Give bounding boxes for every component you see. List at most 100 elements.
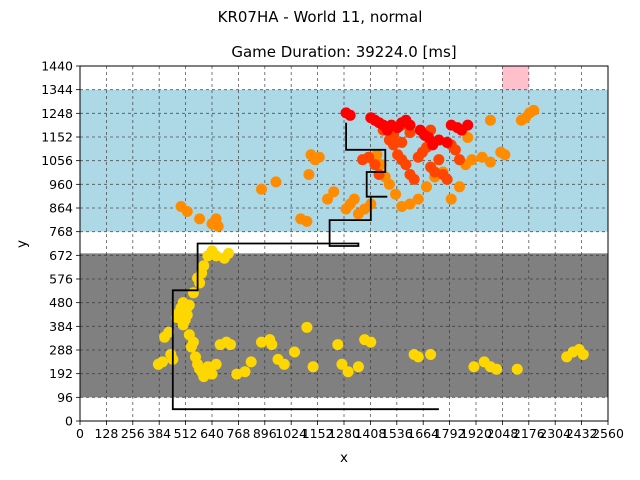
data-point-series-2: [369, 159, 381, 171]
y-tick-label: 1440: [41, 59, 73, 74]
x-tick-label: 128: [94, 426, 118, 441]
data-point-series-0: [225, 339, 237, 351]
y-tick-label: 672: [49, 248, 73, 263]
data-point-series-0: [289, 346, 300, 358]
x-tick-label: 1664: [407, 426, 439, 441]
data-point-series-1: [528, 104, 540, 116]
x-tick-label: 1152: [302, 426, 334, 441]
x-tick-label: 256: [121, 426, 145, 441]
data-point-series-1: [348, 193, 360, 205]
data-point-series-0: [206, 368, 218, 380]
y-tick-label: 480: [49, 295, 73, 310]
data-point-series-0: [231, 368, 243, 380]
data-point-series-2: [400, 159, 412, 171]
data-point-series-2: [396, 136, 408, 148]
chart-title: Game Duration: 39224.0 [ms]: [231, 43, 456, 61]
data-point-series-0: [352, 361, 364, 373]
data-point-series-1: [194, 213, 206, 225]
data-point-series-2: [388, 139, 399, 151]
data-point-series-0: [157, 356, 168, 368]
data-point-series-3: [462, 119, 474, 131]
data-point-series-1: [476, 151, 488, 163]
data-point-series-3: [344, 109, 356, 121]
data-point-series-0: [332, 339, 344, 351]
data-point-series-0: [425, 348, 437, 360]
data-point-series-0: [468, 361, 480, 373]
x-tick-label: 1536: [381, 426, 413, 441]
data-point-series-0: [198, 260, 210, 272]
data-point-series-0: [210, 250, 222, 262]
y-tick-label: 1248: [41, 106, 73, 121]
data-point-series-1: [303, 168, 315, 180]
x-tick-label: 384: [147, 426, 171, 441]
x-tick-label: 0: [76, 426, 84, 441]
x-tick-label: 1024: [275, 426, 307, 441]
y-tick-label: 1152: [41, 130, 73, 145]
data-point-series-0: [412, 351, 424, 363]
data-point-series-1: [301, 215, 313, 227]
data-point-series-0: [187, 336, 199, 348]
data-point-series-1: [328, 186, 340, 198]
data-point-series-1: [484, 156, 496, 168]
x-tick-label: 2432: [566, 426, 598, 441]
data-point-series-0: [163, 326, 175, 338]
data-point-series-0: [365, 336, 377, 348]
data-point-series-1: [181, 205, 193, 217]
data-point-series-1: [466, 154, 478, 166]
y-tick-label: 864: [49, 201, 73, 216]
y-tick-label: 288: [49, 343, 73, 358]
y-tick-label: 0: [65, 414, 73, 429]
data-point-series-0: [336, 358, 348, 370]
y-tick-label: 96: [57, 390, 73, 405]
y-tick-label: 576: [49, 272, 73, 287]
y-tick-label: 768: [49, 224, 73, 239]
data-point-series-3: [441, 136, 453, 148]
data-point-series-1: [383, 178, 395, 190]
x-axis-label: x: [340, 450, 348, 466]
data-point-series-2: [433, 154, 445, 166]
x-tick-label: 2560: [592, 426, 624, 441]
data-point-series-0: [511, 363, 523, 375]
plot-area: 0 128 256 384 512 640 768 896102411521280140815…: [41, 59, 624, 442]
data-point-series-0: [491, 363, 503, 375]
data-point-series-3: [433, 134, 445, 146]
data-point-series-1: [454, 181, 465, 193]
data-point-series-1: [396, 201, 408, 213]
data-point-series-1: [371, 149, 383, 161]
data-point-series-2: [454, 154, 465, 166]
data-point-series-1: [270, 176, 282, 188]
data-point-series-0: [278, 358, 290, 370]
data-point-series-0: [577, 348, 589, 360]
data-point-series-1: [322, 193, 333, 205]
x-tick-label: 512: [174, 426, 198, 441]
y-tick-label: 960: [49, 177, 73, 192]
data-point-series-2: [429, 166, 441, 178]
data-point-series-1: [462, 131, 474, 143]
data-point-series-2: [441, 173, 453, 185]
y-tick-label: 1056: [41, 153, 73, 168]
data-point-series-1: [212, 220, 224, 232]
data-point-series-1: [256, 183, 267, 195]
data-point-series-1: [390, 188, 402, 200]
x-tick-label: 896: [253, 426, 277, 441]
x-tick-label: 768: [226, 426, 250, 441]
data-point-series-0: [266, 339, 278, 351]
trajectory-path: [171, 122, 439, 411]
chart-suptitle: KR07HA - World 11, normal: [218, 8, 423, 26]
data-point-series-0: [301, 321, 313, 333]
data-point-series-0: [223, 247, 234, 259]
data-point-series-0: [342, 366, 354, 378]
y-tick-label: 384: [49, 319, 73, 334]
data-point-series-0: [307, 361, 319, 373]
region-goal-zone: [502, 66, 529, 90]
data-point-series-1: [499, 149, 511, 161]
y-axis-label: y: [14, 240, 30, 248]
x-tick-label: 1408: [354, 426, 386, 441]
data-point-series-2: [408, 173, 420, 185]
data-point-series-1: [404, 198, 416, 210]
x-tick-label: 1920: [460, 426, 492, 441]
data-point-series-0: [177, 297, 189, 309]
data-point-series-0: [245, 356, 257, 368]
data-point-series-0: [256, 336, 267, 348]
